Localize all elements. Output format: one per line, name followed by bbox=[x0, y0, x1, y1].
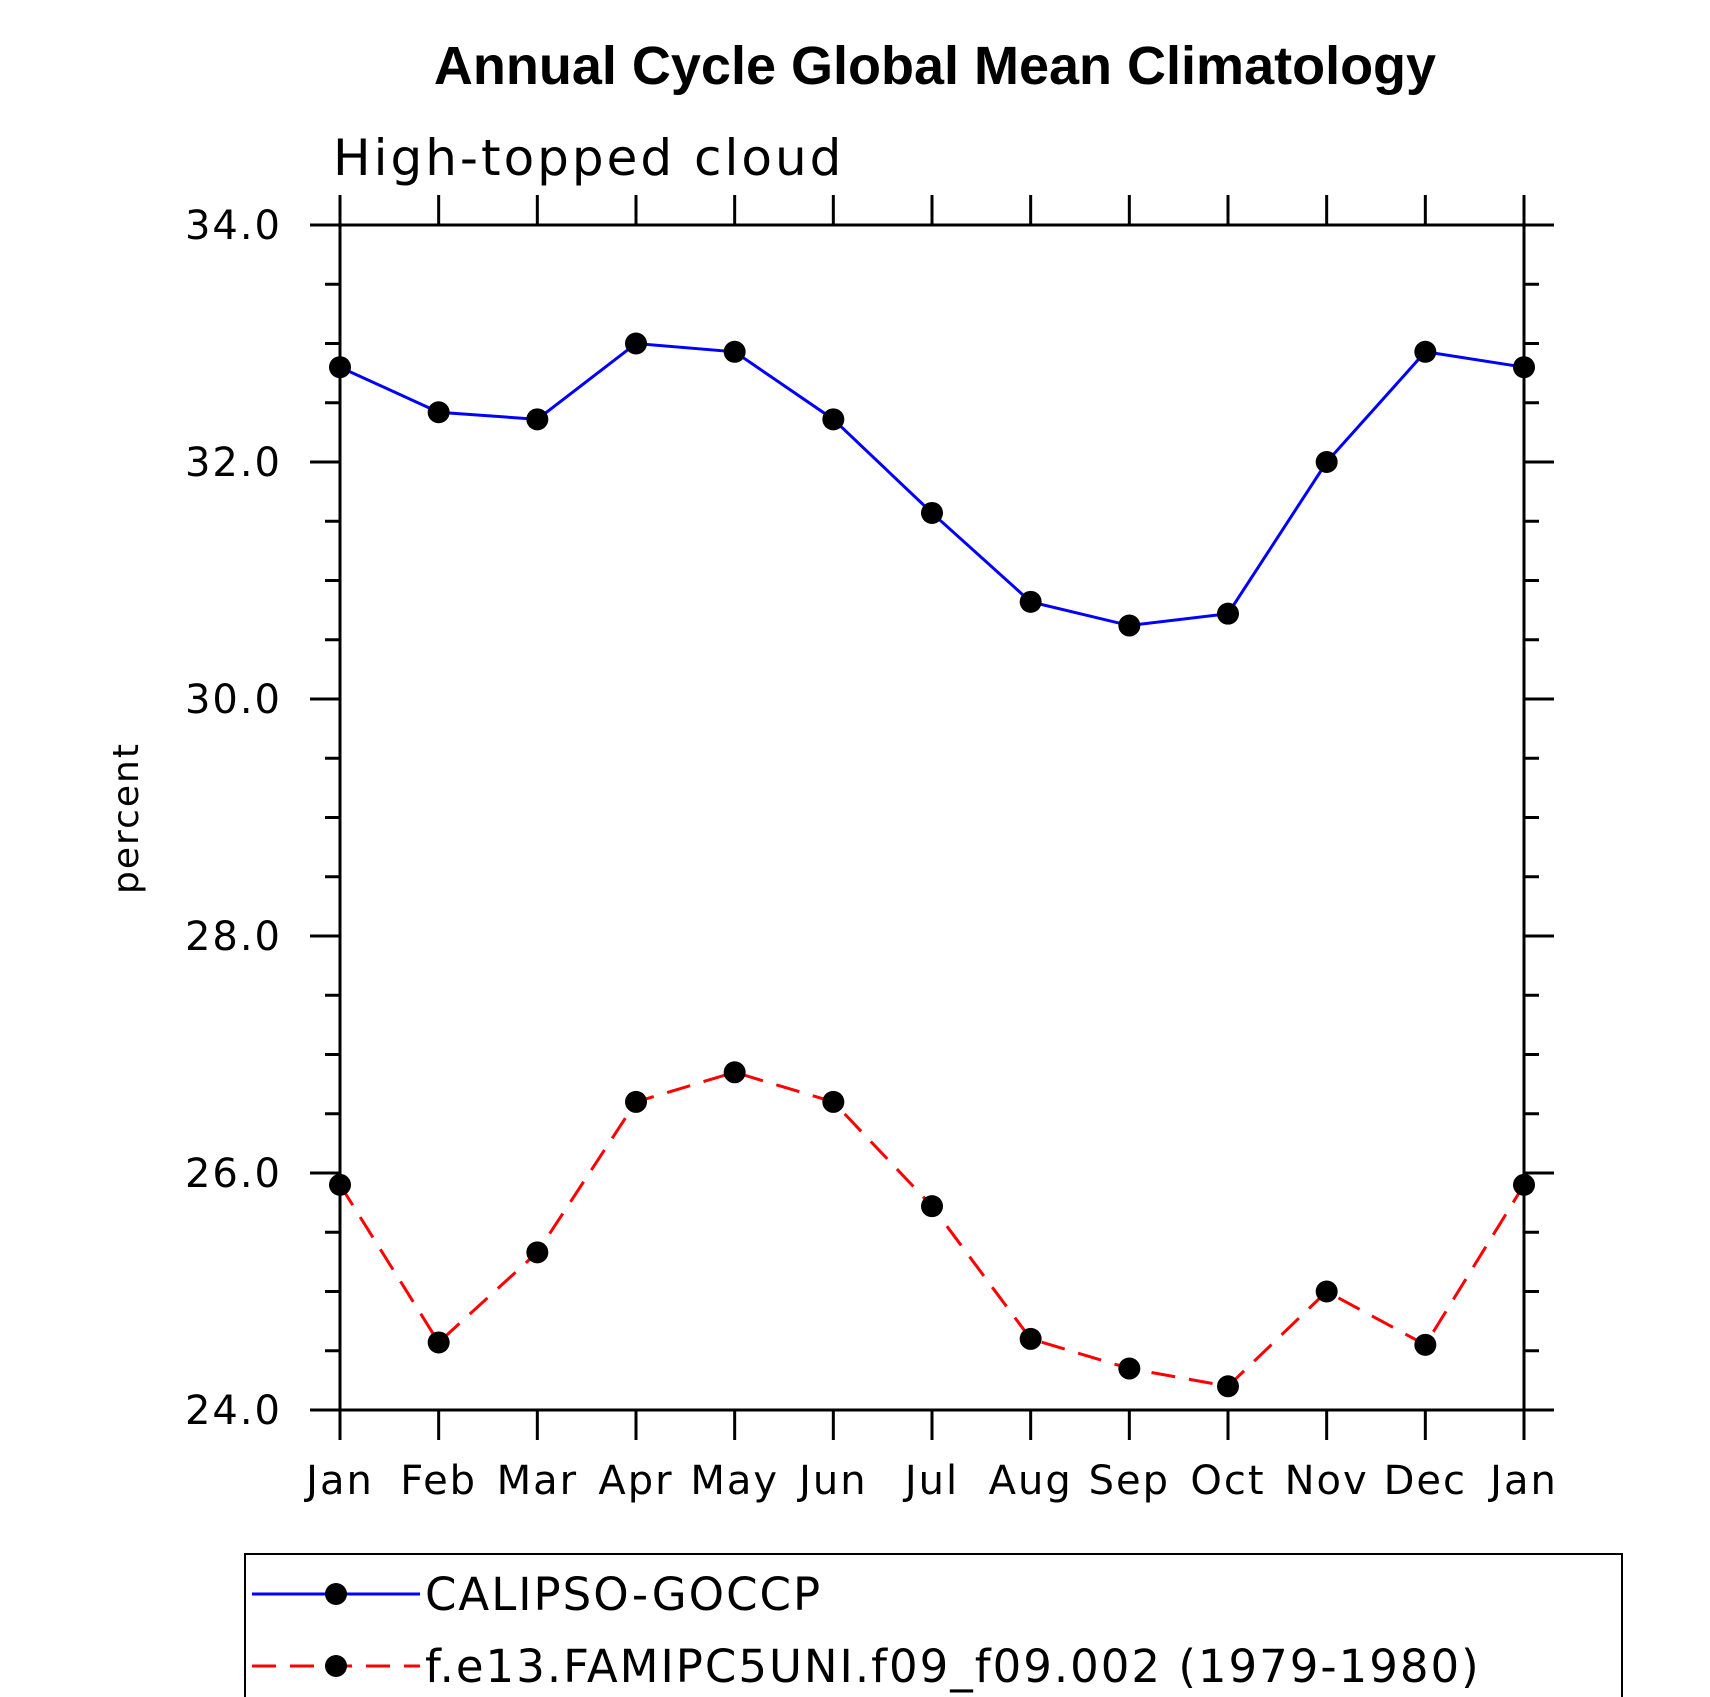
x-tick-label: Aug bbox=[989, 1458, 1073, 1504]
x-tick-label: Dec bbox=[1384, 1458, 1467, 1504]
plot-series bbox=[329, 332, 1535, 1398]
series-0-point bbox=[1217, 602, 1239, 625]
x-tick-label: Apr bbox=[598, 1458, 673, 1504]
series-1-point bbox=[526, 1241, 549, 1264]
series-0-point bbox=[1414, 340, 1437, 363]
legend-box bbox=[244, 1553, 1623, 1697]
series-0-point bbox=[526, 408, 549, 431]
x-tick-label: Oct bbox=[1190, 1458, 1265, 1504]
series-0-point bbox=[723, 340, 746, 363]
series-1-point bbox=[723, 1061, 746, 1084]
x-tick-labels: Jan Feb Mar Apr May Jun Jul Aug Sep Oct Nov Dec Jan bbox=[303, 1458, 1558, 1504]
series-line-0 bbox=[339, 341, 1525, 628]
x-tick-label: Feb bbox=[400, 1458, 477, 1504]
y-tick-label: 28.0 bbox=[185, 914, 282, 960]
series-0-point bbox=[329, 356, 351, 379]
series-0-point bbox=[921, 501, 943, 524]
series-1-point bbox=[1315, 1280, 1338, 1303]
series-0-point bbox=[625, 332, 647, 355]
series-0-point bbox=[822, 408, 845, 431]
y-tick-label: 32.0 bbox=[185, 440, 282, 486]
series-1-point bbox=[1019, 1327, 1042, 1350]
series-1-point bbox=[921, 1195, 943, 1218]
series-1-point bbox=[625, 1090, 647, 1113]
y-tick-label: 30.0 bbox=[185, 677, 282, 723]
series-1-point bbox=[1513, 1173, 1535, 1196]
series-0-point bbox=[1315, 451, 1338, 473]
y-tick-labels: 24.0 26.0 28.0 30.0 32.0 34.0 bbox=[185, 203, 282, 1434]
x-tick-label: Jul bbox=[902, 1458, 959, 1504]
chart-title: Annual Cycle Global Mean Climatology bbox=[434, 36, 1436, 96]
y-tick-label: 34.0 bbox=[185, 203, 282, 249]
series-0-point bbox=[427, 401, 450, 424]
legend: CALIPSO-GOCCP f.e13.FAMIPC5UNI.f09_f09.0… bbox=[244, 1553, 1623, 1697]
legend-label-model: f.e13.FAMIPC5UNI.f09_f09.002 (1979-1980) bbox=[425, 1640, 1481, 1693]
legend-marker-model bbox=[325, 1655, 347, 1677]
axis-ticks bbox=[310, 195, 1554, 1440]
chart-subtitle: High-topped cloud bbox=[333, 129, 844, 187]
x-tick-label: Mar bbox=[497, 1458, 578, 1504]
series-1-point bbox=[427, 1331, 450, 1354]
series-1-point bbox=[1118, 1357, 1141, 1380]
plot-frame bbox=[338, 223, 1526, 1412]
series-1-point bbox=[329, 1173, 351, 1196]
legend-label-calipso: CALIPSO-GOCCP bbox=[425, 1568, 822, 1621]
y-axis-label: percent bbox=[106, 742, 147, 894]
series-1-point bbox=[1217, 1375, 1239, 1398]
legend-marker-calipso bbox=[325, 1583, 347, 1605]
series-0-point bbox=[1118, 614, 1141, 637]
y-tick-label: 26.0 bbox=[185, 1151, 282, 1197]
x-tick-label: May bbox=[690, 1458, 779, 1504]
series-0-point bbox=[1513, 356, 1535, 379]
series-line-1 bbox=[338, 1070, 1526, 1388]
series-1-point bbox=[1414, 1333, 1437, 1356]
axes-frame bbox=[338, 223, 1526, 1412]
x-tick-label: Sep bbox=[1089, 1458, 1170, 1504]
series-1-point bbox=[822, 1090, 845, 1113]
x-tick-label: Jan bbox=[303, 1458, 374, 1504]
x-tick-label: Jun bbox=[796, 1458, 868, 1504]
y-tick-label: 24.0 bbox=[185, 1388, 282, 1434]
x-tick-label: Jan bbox=[1487, 1458, 1558, 1504]
series-0-point bbox=[1019, 590, 1042, 613]
x-tick-label: Nov bbox=[1285, 1458, 1369, 1504]
